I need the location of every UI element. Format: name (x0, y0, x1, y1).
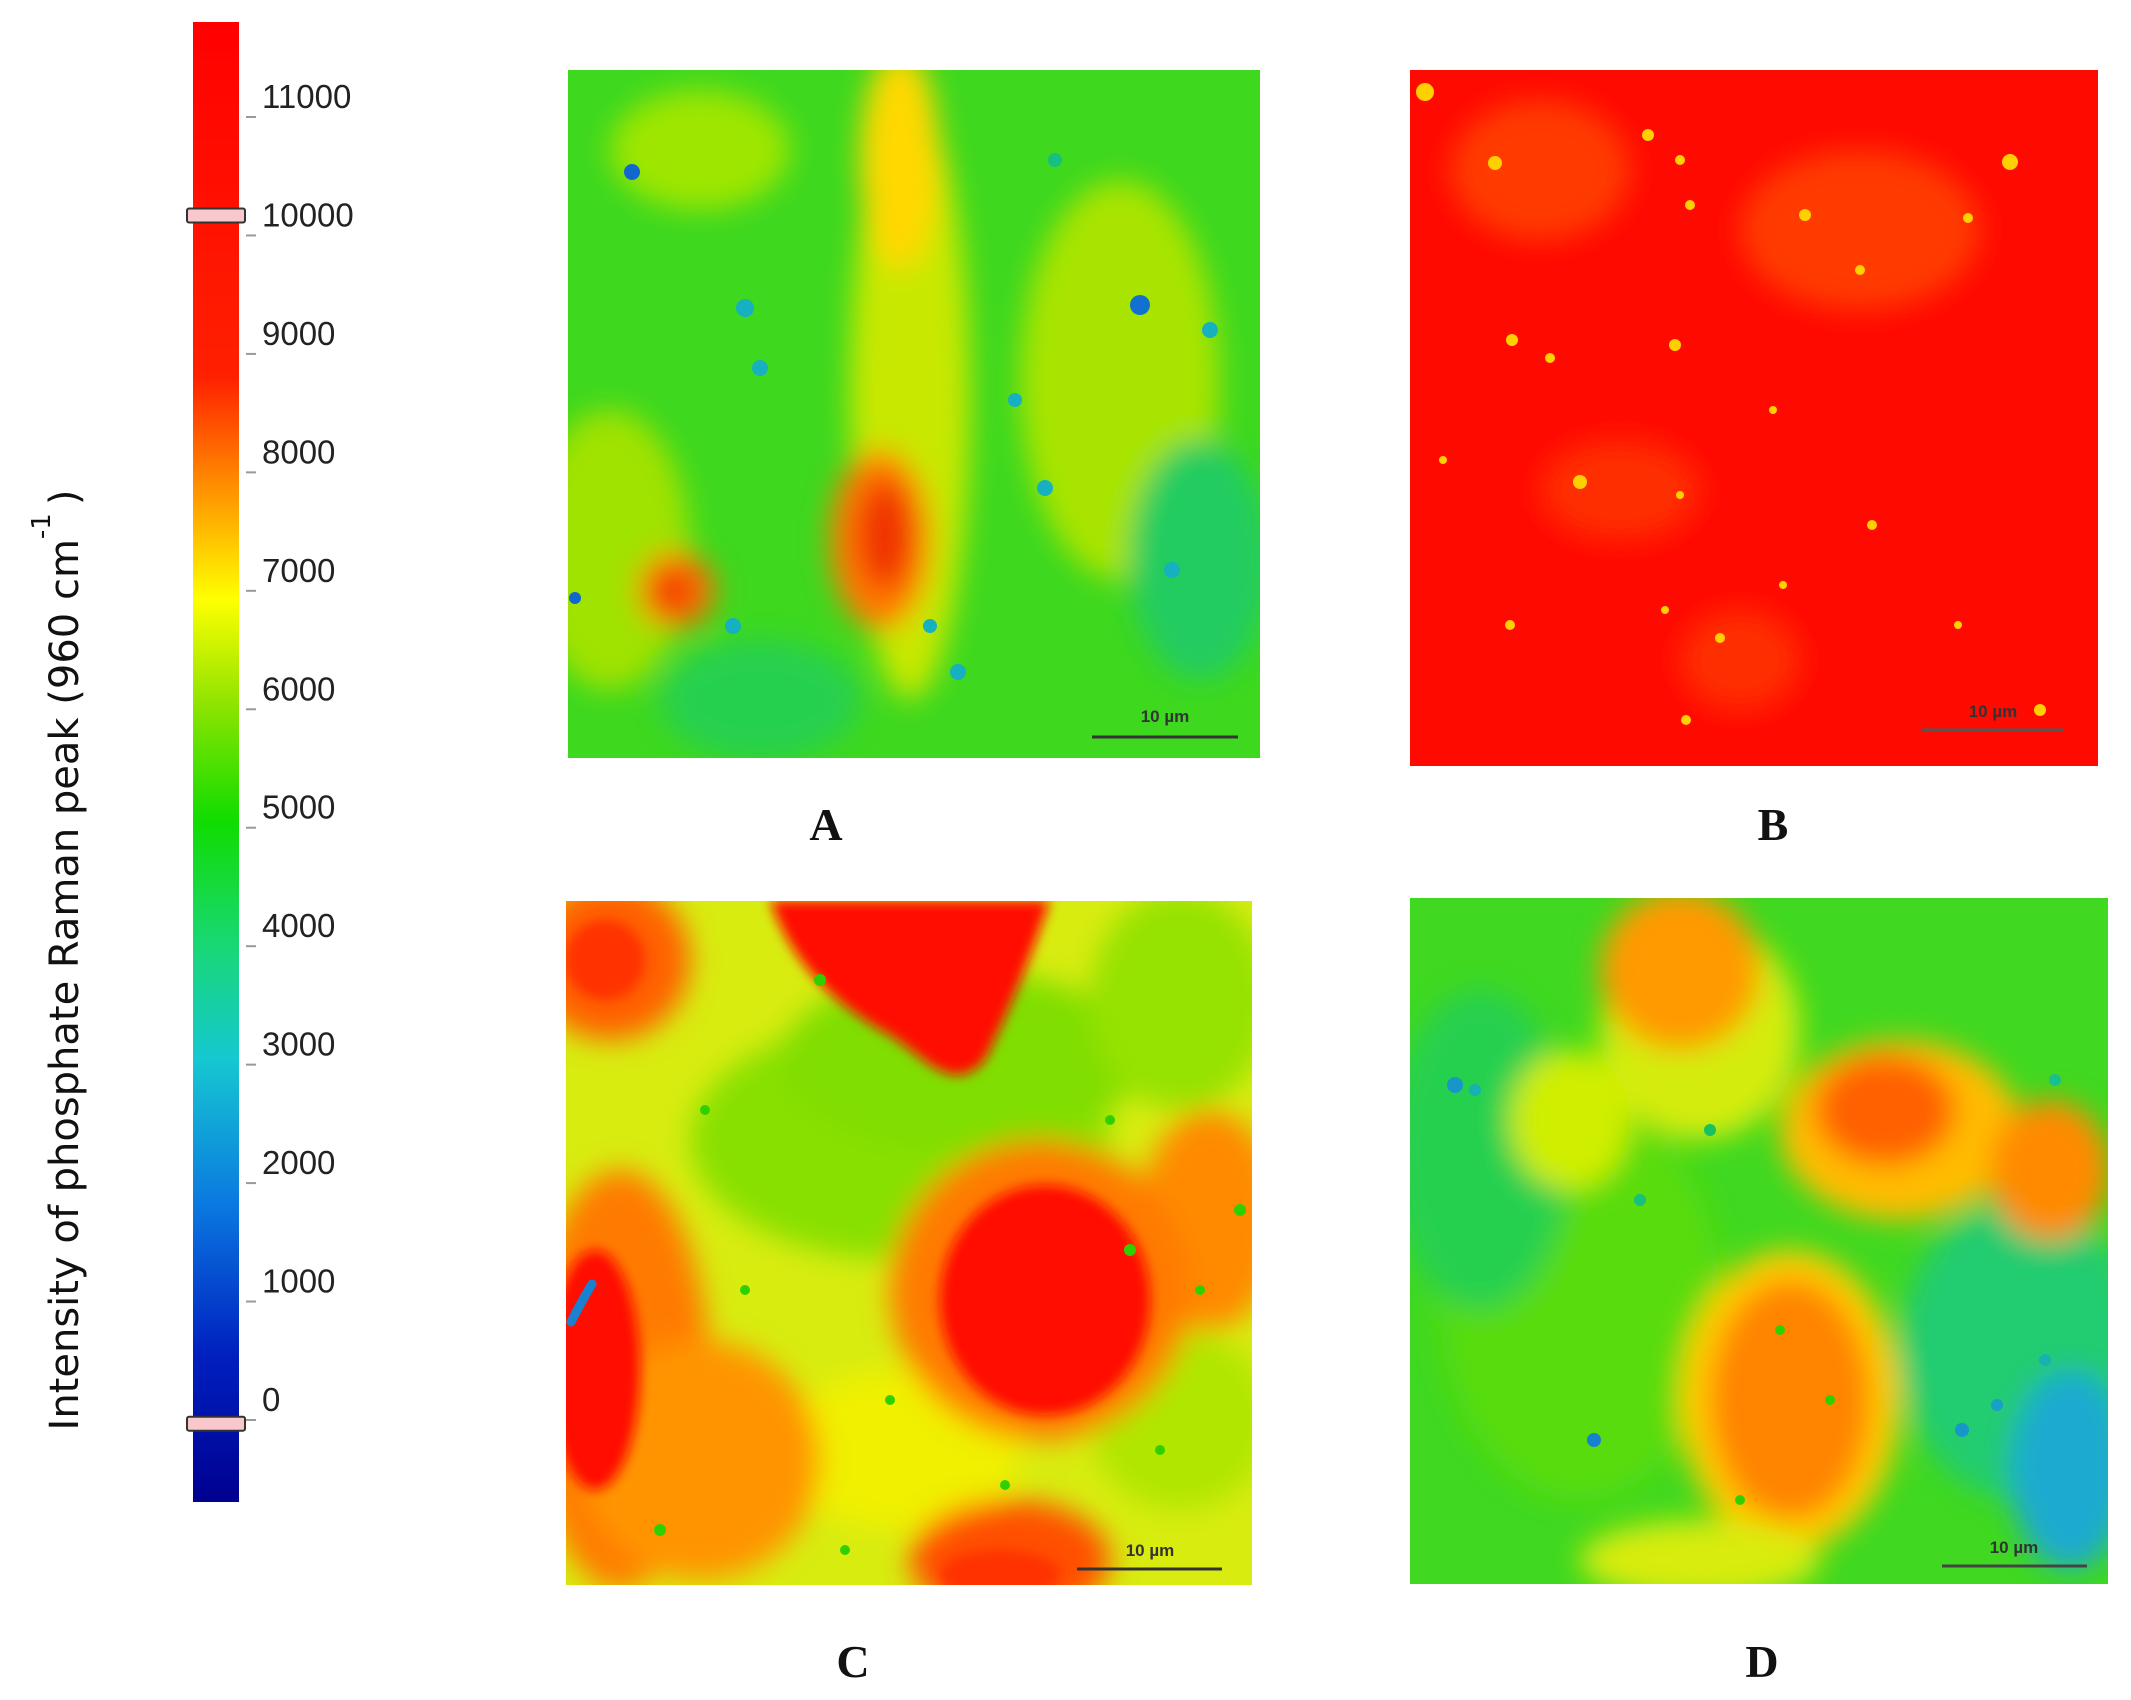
panel-b-scale-label: 10 µm (1969, 702, 2018, 721)
panel-c-blue-streak (566, 1279, 597, 1327)
colorbar-tick-label: 4000 (262, 907, 335, 944)
colorbar-tick-label: 0 (262, 1381, 280, 1418)
colorbar-tick-label: 7000 (262, 552, 335, 589)
panel-d-spots (1447, 1074, 2061, 1505)
colorbar-tick-label: 1000 (262, 1263, 335, 1300)
panel-c-spots (654, 974, 1246, 1555)
panel-a-label: A (809, 799, 842, 850)
colorbar-tick-label: 6000 (262, 670, 335, 707)
panel-b-spots (1416, 83, 2046, 725)
panel-a-spots (569, 153, 1218, 680)
colorbar: 1100010000900080007000600050004000300020… (186, 22, 354, 1502)
colorbar-tick-label: 5000 (262, 789, 335, 826)
colorbar-lower-slider[interactable] (186, 1415, 246, 1432)
colorbar-label-close: ) (42, 490, 88, 506)
panel-c-scale-label: 10 µm (1126, 1541, 1175, 1560)
svg-text:Intensity of phosphate Raman p: Intensity of phosphate Raman peak (960 c… (27, 490, 88, 1431)
panel-a-heatmap: 10 µm (568, 70, 1260, 758)
colorbar-axis-label: Intensity of phosphate Raman peak (960 c… (27, 490, 88, 1431)
colorbar-ticks: 1100010000900080007000600050004000300020… (246, 78, 354, 1421)
colorbar-tick-label: 9000 (262, 315, 335, 352)
panel-d-scale-label: 10 µm (1990, 1538, 2039, 1557)
colorbar-upper-slider[interactable] (186, 207, 246, 224)
colorbar-tick-label: 2000 (262, 1144, 335, 1181)
panel-d-heatmap: 10 µm (1410, 898, 2108, 1584)
colorbar-tick-label: 8000 (262, 433, 335, 470)
panel-c-label: C (836, 1636, 869, 1687)
colorbar-tick-label: 10000 (262, 196, 354, 233)
panel-b-label: B (1758, 799, 1789, 850)
colorbar-label-superscript: -1 (27, 513, 57, 539)
panel-a-scale-label: 10 µm (1141, 707, 1190, 726)
colorbar-label-main: Intensity of phosphate Raman peak (960 c… (42, 539, 88, 1430)
panel-c-heatmap: 10 µm (566, 901, 1252, 1585)
panel-b-heatmap: 10 µm (1410, 70, 2098, 766)
colorbar-sliders (186, 207, 246, 1432)
panel-d-label: D (1745, 1636, 1778, 1687)
colorbar-tick-label: 11000 (262, 78, 351, 115)
colorbar-gradient (193, 22, 239, 1502)
colorbar-tick-label: 3000 (262, 1026, 335, 1063)
